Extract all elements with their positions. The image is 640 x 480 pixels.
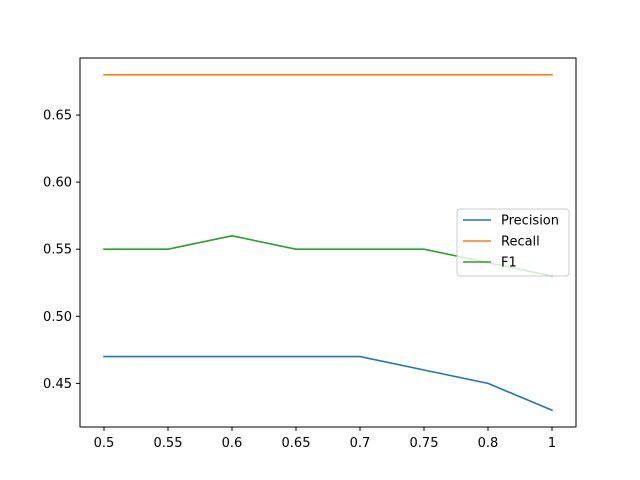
- x-tick-label: 0.55: [154, 436, 183, 451]
- x-tick-label: 0.7: [350, 436, 371, 451]
- y-tick-label: 0.65: [43, 109, 72, 124]
- y-tick-label: 0.60: [43, 176, 72, 191]
- x-tick-label: 1: [548, 436, 556, 451]
- y-tick-label: 0.50: [43, 310, 72, 325]
- x-tick-label: 0.6: [222, 436, 243, 451]
- legend-label-precision: Precision: [501, 214, 559, 229]
- legend-label-f1: F1: [501, 256, 517, 271]
- x-axis: 0.5 0.55 0.6 0.65 0.7 0.75 0.8 1: [94, 427, 556, 451]
- x-tick-label: 0.8: [478, 436, 499, 451]
- legend-box: [456, 208, 570, 277]
- y-tick-label: 0.45: [43, 377, 72, 392]
- legend: Precision Recall F1: [456, 208, 570, 277]
- y-axis: 0.45 0.50 0.55 0.60 0.65: [43, 109, 80, 392]
- x-tick-label: 0.65: [282, 436, 311, 451]
- legend-label-recall: Recall: [501, 235, 540, 250]
- x-tick-label: 0.5: [94, 436, 115, 451]
- y-tick-label: 0.55: [43, 243, 72, 258]
- series-line-precision: [103, 355, 554, 412]
- x-tick-label: 0.75: [410, 436, 439, 451]
